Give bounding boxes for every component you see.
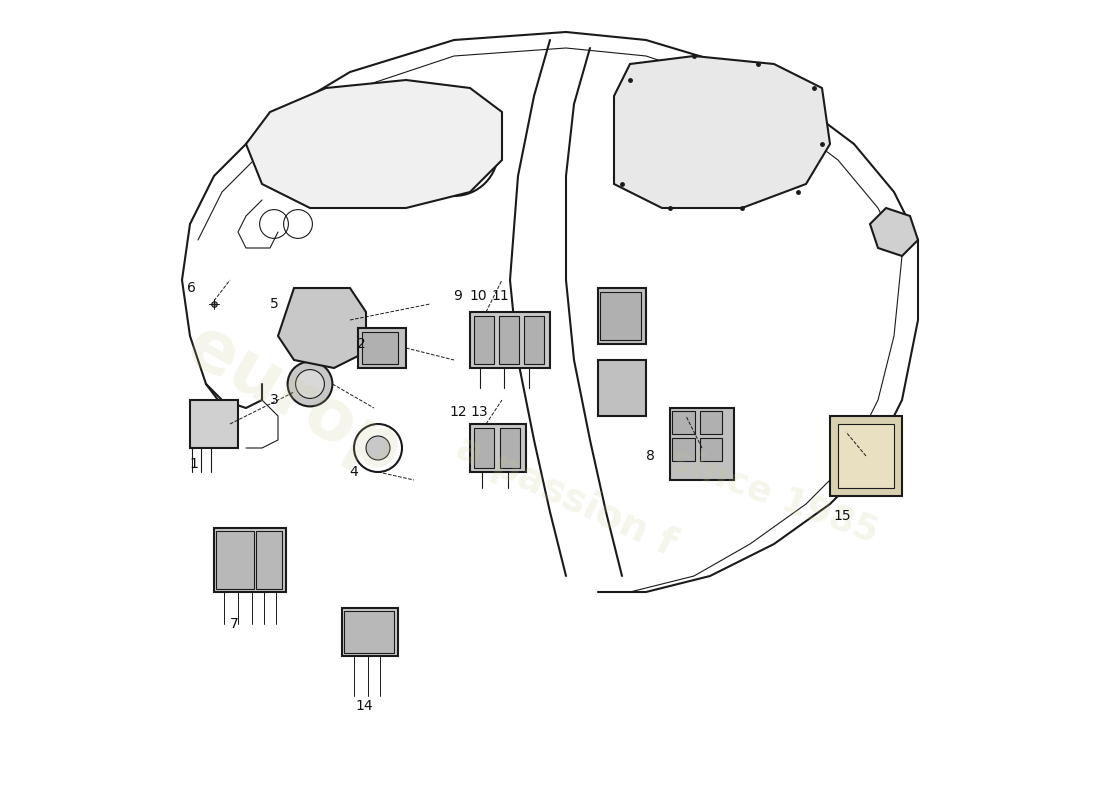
Polygon shape <box>498 316 519 364</box>
Text: 10: 10 <box>470 289 487 303</box>
Polygon shape <box>524 316 543 364</box>
Polygon shape <box>470 424 526 472</box>
Polygon shape <box>190 400 238 448</box>
Polygon shape <box>474 316 494 364</box>
Polygon shape <box>838 424 894 488</box>
Text: 13: 13 <box>471 405 488 419</box>
Text: a passion f: a passion f <box>450 429 682 563</box>
Text: 4: 4 <box>350 465 359 479</box>
Text: 5: 5 <box>270 297 278 311</box>
Circle shape <box>296 370 324 398</box>
Text: europ: europ <box>174 310 414 490</box>
Text: 8: 8 <box>646 449 654 463</box>
Polygon shape <box>830 416 902 496</box>
Text: 6: 6 <box>187 281 196 295</box>
Text: 14: 14 <box>355 698 373 713</box>
Polygon shape <box>344 611 394 653</box>
Text: since 1985: since 1985 <box>666 442 882 550</box>
Polygon shape <box>672 411 695 434</box>
Polygon shape <box>700 438 722 461</box>
Circle shape <box>287 362 332 406</box>
Text: 1: 1 <box>189 457 198 471</box>
Polygon shape <box>700 411 722 434</box>
Polygon shape <box>870 208 918 256</box>
Text: 15: 15 <box>833 509 850 523</box>
Circle shape <box>306 308 346 348</box>
Text: 12: 12 <box>449 405 466 419</box>
Polygon shape <box>474 428 494 468</box>
Polygon shape <box>358 328 406 368</box>
Polygon shape <box>246 80 502 208</box>
Polygon shape <box>278 288 366 368</box>
Polygon shape <box>256 531 282 589</box>
Polygon shape <box>214 528 286 592</box>
Polygon shape <box>499 428 519 468</box>
Circle shape <box>366 436 390 460</box>
Text: 11: 11 <box>492 289 509 303</box>
Text: 2: 2 <box>356 337 365 351</box>
Text: 7: 7 <box>230 617 239 631</box>
Circle shape <box>191 402 236 446</box>
Polygon shape <box>362 332 398 364</box>
Polygon shape <box>342 608 398 656</box>
Text: 3: 3 <box>270 393 278 407</box>
Polygon shape <box>670 408 734 480</box>
Text: 9: 9 <box>453 289 462 303</box>
Polygon shape <box>672 438 695 461</box>
Polygon shape <box>598 288 646 344</box>
Polygon shape <box>614 56 830 208</box>
Polygon shape <box>598 360 646 416</box>
Polygon shape <box>217 531 254 589</box>
Polygon shape <box>601 292 641 340</box>
Polygon shape <box>470 312 550 368</box>
